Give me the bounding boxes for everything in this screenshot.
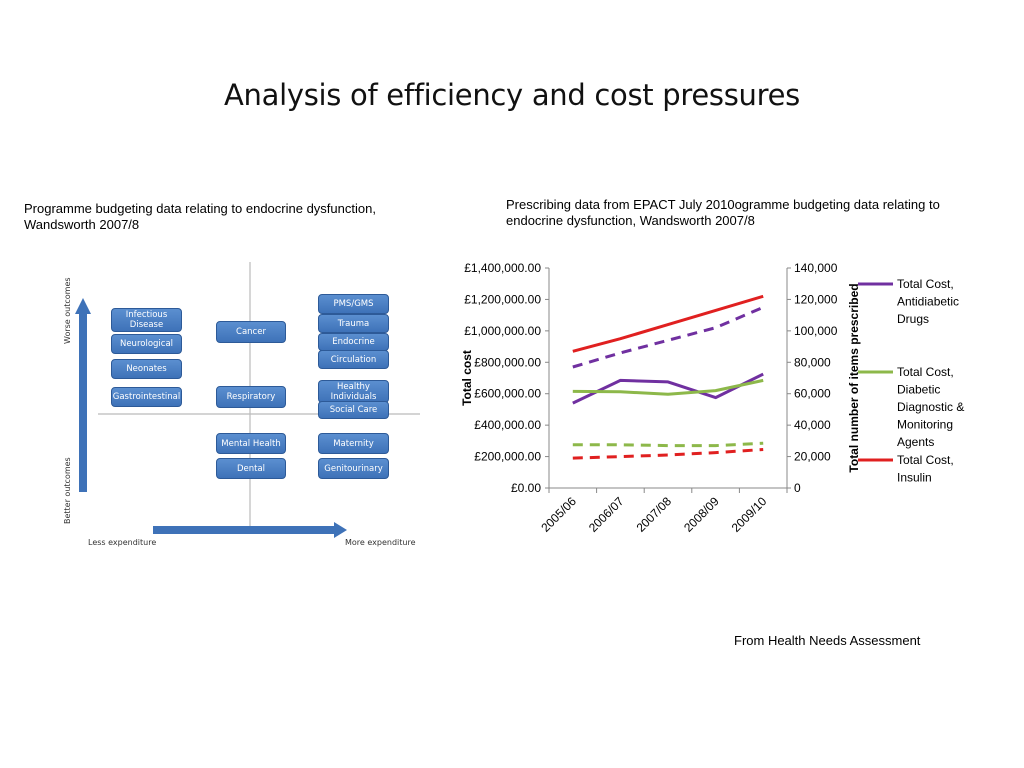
right-tick-label: 120,000 xyxy=(794,292,838,306)
matrix-box-maternity: Maternity xyxy=(318,433,389,454)
series-line-2 xyxy=(572,294,764,353)
series-line-5 xyxy=(572,448,764,460)
expenditure-arrow-shaft xyxy=(153,526,336,534)
matrix-y-bottom-label: Better outcomes xyxy=(63,457,72,524)
x-tick-label: 2005/06 xyxy=(538,494,579,535)
left-tick-label: £200,000.00 xyxy=(474,450,541,464)
x-tick-label: 2007/08 xyxy=(634,494,675,535)
right-tick-label: 40,000 xyxy=(794,418,831,432)
matrix-box-trauma: Trauma xyxy=(318,314,389,333)
chart-ticks: £0.00 £200,000.00 £400,000.00 £600,000.00 £8… xyxy=(460,261,861,535)
matrix-box-cancer: Cancer xyxy=(216,321,286,343)
matrix-box-neurological: Neurological xyxy=(111,334,182,354)
right-tick-label: 60,000 xyxy=(794,387,831,401)
matrix-caption: Programme budgeting data relating to end… xyxy=(24,201,376,232)
matrix-box-gastrointestinal: Gastrointestinal xyxy=(111,387,182,407)
x-tick-label: 2008/09 xyxy=(681,494,722,535)
right-tick-label: 140,000 xyxy=(794,261,838,275)
legend-label: Total Cost, Diabetic Diagnostic & Monitorin… xyxy=(897,365,964,449)
matrix-x-right-label: More expenditure xyxy=(345,538,416,547)
matrix-box-social-care: Social Care xyxy=(318,401,389,419)
left-tick-label: £1,200,000.00 xyxy=(464,292,541,306)
right-tick-label: 0 xyxy=(794,481,801,495)
matrix-box-genitourinary: Genitourinary xyxy=(318,458,389,479)
outcome-arrow-head xyxy=(75,298,91,314)
chart-legend: Total Cost, Antidiabetic Drugs Total Cost, D… xyxy=(858,277,964,485)
left-tick-label: £600,000.00 xyxy=(474,387,541,401)
matrix-box-dental: Dental xyxy=(216,458,286,479)
series-line-3 xyxy=(572,305,764,369)
matrix-box-respiratory: Respiratory xyxy=(216,386,286,408)
matrix-box-neonates: Neonates xyxy=(111,359,182,379)
series-line-0 xyxy=(572,372,764,405)
expenditure-arrow-head xyxy=(334,522,347,538)
matrix-box-mental-health: Mental Health xyxy=(216,433,286,454)
matrix-y-top-label: Worse outcomes xyxy=(63,277,72,344)
matrix-box-pms-gms: PMS/GMS xyxy=(318,294,389,314)
chart-caption: Prescribing data from EPACT July 2010ogr… xyxy=(506,197,940,228)
legend-label: Total Cost, Antidiabetic Drugs xyxy=(897,277,959,326)
chart-axes xyxy=(545,267,791,493)
matrix-box-infectious-disease: Infectious Disease xyxy=(111,308,182,332)
matrix-box-healthy-individuals: Healthy Individuals xyxy=(318,380,389,403)
slide-title: Analysis of efficiency and cost pressure… xyxy=(224,78,800,112)
left-tick-label: £1,400,000.00 xyxy=(464,261,541,275)
chart-lines xyxy=(572,294,764,460)
left-tick-label: £800,000.00 xyxy=(474,355,541,369)
matrix-x-left-label: Less expenditure xyxy=(88,538,156,547)
left-tick-label: £1,000,000.00 xyxy=(464,324,541,338)
right-axis-title: Total number of items prescribed xyxy=(847,283,861,472)
x-tick-label: 2009/10 xyxy=(729,494,770,535)
left-tick-label: £0.00 xyxy=(511,481,541,495)
right-tick-label: 100,000 xyxy=(794,324,838,338)
left-axis-title: Total cost xyxy=(460,350,474,406)
right-tick-label: 80,000 xyxy=(794,355,831,369)
matrix-box-circulation: Circulation xyxy=(318,350,389,369)
legend-label: Total Cost, Insulin xyxy=(897,453,954,485)
right-tick-label: 20,000 xyxy=(794,450,831,464)
series-line-4 xyxy=(572,441,764,448)
left-tick-label: £400,000.00 xyxy=(474,418,541,432)
source-note: From Health Needs Assessment xyxy=(734,633,921,648)
x-tick-label: 2006/07 xyxy=(586,494,627,535)
outcome-arrow-shaft xyxy=(79,312,87,492)
series-line-1 xyxy=(572,378,764,396)
